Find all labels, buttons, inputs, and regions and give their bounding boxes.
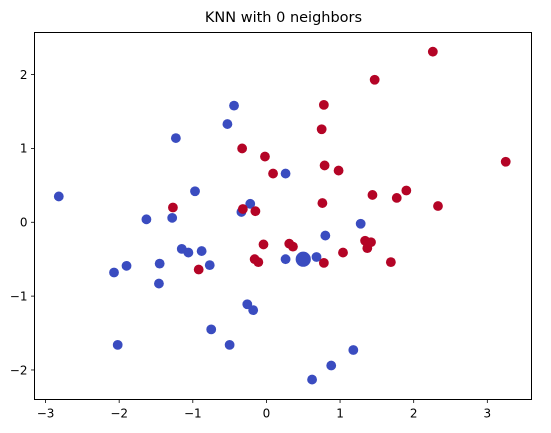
class-1-point (193, 264, 204, 275)
class-0-point (224, 339, 235, 350)
class-0-point (154, 278, 164, 289)
class-0-point (53, 191, 64, 202)
x-tick-label: 1 (336, 407, 344, 421)
class-0-point (348, 345, 359, 355)
class-1-point (385, 257, 396, 268)
class-0-point (154, 258, 165, 269)
class-0-point (355, 218, 366, 229)
class-1-point (250, 206, 261, 217)
class-0-point (280, 168, 291, 179)
y-tick-label: 2 (20, 68, 28, 82)
class-1-point (427, 46, 438, 57)
class-0-point (109, 267, 119, 278)
x-tick-label: −3 (37, 407, 55, 421)
class-0-point (245, 198, 256, 209)
x-axis: −3 −2 −1 0 1 2 3 (37, 399, 492, 421)
class-1-point (253, 257, 264, 268)
y-tick-label: 1 (20, 142, 28, 156)
plot-frame (34, 32, 532, 400)
class-1-point (316, 124, 327, 135)
class-1-point (391, 193, 402, 203)
class-0-point (170, 133, 181, 143)
x-tick-label: 3 (484, 407, 492, 421)
class-1-point (317, 198, 328, 208)
y-axis: −2 −1 0 1 2 (10, 68, 35, 377)
y-tick-label: −2 (10, 363, 28, 377)
class-1-point (338, 247, 348, 258)
points-layer (53, 46, 511, 385)
class-0-point (206, 324, 217, 335)
class-0-point (311, 252, 322, 262)
y-tick-label: −1 (10, 289, 28, 303)
x-tick-label: −1 (184, 407, 202, 421)
class-1-point (319, 160, 330, 171)
query-point (295, 251, 311, 267)
class-0-point (222, 119, 233, 129)
chart-title: KNN with 0 neighbors (205, 10, 362, 26)
class-0-point (280, 254, 291, 265)
class-1-point (260, 151, 270, 162)
y-tick-label: 0 (20, 216, 28, 230)
class-1-point (369, 74, 380, 85)
x-tick-label: 0 (263, 407, 271, 421)
class-0-point (190, 186, 200, 197)
class-1-point (500, 156, 511, 167)
class-1-point (333, 165, 344, 176)
class-1-point (433, 201, 443, 211)
class-0-point (141, 214, 152, 225)
class-1-point (168, 202, 178, 213)
class-1-point (401, 185, 412, 196)
class-1-point (268, 168, 278, 179)
class-0-point (167, 212, 178, 223)
class-0-point (326, 360, 337, 371)
class-1-point (366, 237, 376, 248)
class-1-point (318, 257, 329, 268)
class-0-point (112, 339, 123, 350)
x-tick-label: −2 (110, 407, 128, 421)
class-1-point (258, 239, 269, 250)
class-1-point (367, 190, 378, 200)
class-0-point (121, 260, 132, 271)
class-0-point (196, 246, 207, 256)
class-0-point (183, 247, 194, 258)
class-0-point (320, 230, 331, 241)
class-1-point (288, 241, 298, 252)
class-1-point (237, 143, 248, 154)
class-0-point (248, 305, 259, 316)
class-1-point (318, 99, 329, 110)
class-1-point (237, 204, 248, 214)
class-0-point (229, 100, 239, 111)
x-tick-label: 2 (410, 407, 418, 421)
class-0-point (204, 260, 215, 271)
class-0-point (307, 374, 317, 385)
